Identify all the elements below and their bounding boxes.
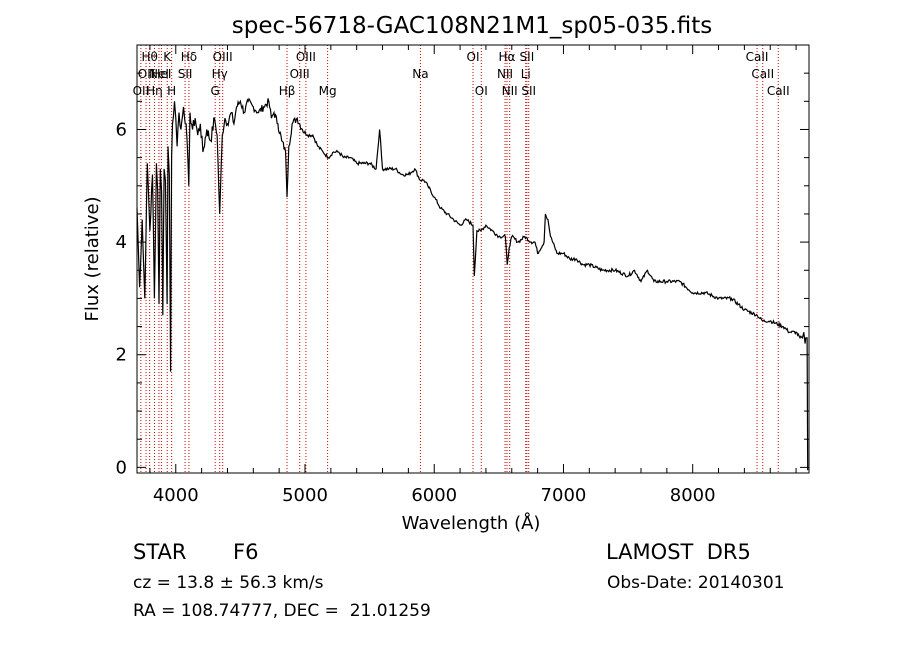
line-marker-label-19: OI [475,84,488,98]
x-axis-label: Wavelength (Å) [402,512,541,534]
line-marker-label-14: OIII [290,67,310,81]
line-marker-label-6: K [163,50,172,64]
object-subclass: F6 [233,540,259,564]
x-tick-label-3: 7000 [541,485,587,506]
spectral-line-labels: OIIOIIHθHηNeIHeIKHSIIHδGHγOIIIHβOIIIOIII… [133,50,790,98]
obs-date: Obs-Date: 20140301 [607,573,785,593]
line-marker-label-1: OII [138,67,155,81]
line-marker-label-22: NII [502,84,518,98]
redshift-readout: cz = 13.8 ± 56.3 km/s [133,573,324,593]
line-marker-label-7: H [167,84,176,98]
x-tick-label-0: 4000 [153,485,199,506]
line-marker-label-18: OI [467,50,480,64]
line-marker-label-5: HeI [151,67,171,81]
y-tick-label-2: 4 [116,232,127,253]
line-marker-label-4: NeI [149,67,169,81]
line-marker-label-23: Li [521,67,531,81]
line-marker-label-13: Hβ [279,84,296,98]
line-marker-label-28: CaII [767,84,790,98]
plot-frame [136,44,810,474]
line-marker-label-17: Na [412,67,428,81]
x-axis: 4000 5000 6000 7000 8000 [149,45,797,506]
line-marker-label-26: CaII [746,50,769,64]
y-tick-label-0: 0 [116,457,127,478]
line-marker-label-21: Hα [499,50,516,64]
chart-title: spec-56718-GAC108N21M1_sp05-035.fits [232,13,712,39]
y-axis: 0 2 4 6 [116,72,809,478]
line-marker-label-20: NII [497,67,513,81]
line-marker-label-25: SII [521,84,536,98]
line-marker-label-9: Hδ [181,50,197,64]
line-marker-label-12: OIII [213,50,233,64]
y-tick-label-3: 6 [116,119,127,140]
line-marker-label-11: Hγ [212,67,228,81]
line-marker-label-27: CaII [751,67,774,81]
y-axis-label: Flux (relative) [82,196,103,321]
line-marker-label-24: SII [520,50,535,64]
x-tick-label-2: 6000 [411,485,457,506]
coordinates-readout: RA = 108.74777, DEC = 21.01259 [133,601,431,621]
x-tick-label-1: 5000 [282,485,328,506]
line-marker-label-2: Hθ [141,50,157,64]
y-tick-label-1: 2 [116,345,127,366]
line-marker-label-10: G [211,84,220,98]
line-marker-label-15: OIII [296,50,316,64]
spectrum-series-line [136,97,809,471]
survey-name: LAMOST DR5 [606,540,751,564]
object-class: STAR [133,540,187,564]
line-marker-label-3: Hη [146,84,163,98]
line-marker-label-16: Mg [319,84,337,98]
line-marker-label-8: SII [178,67,193,81]
x-tick-label-4: 8000 [670,485,716,506]
